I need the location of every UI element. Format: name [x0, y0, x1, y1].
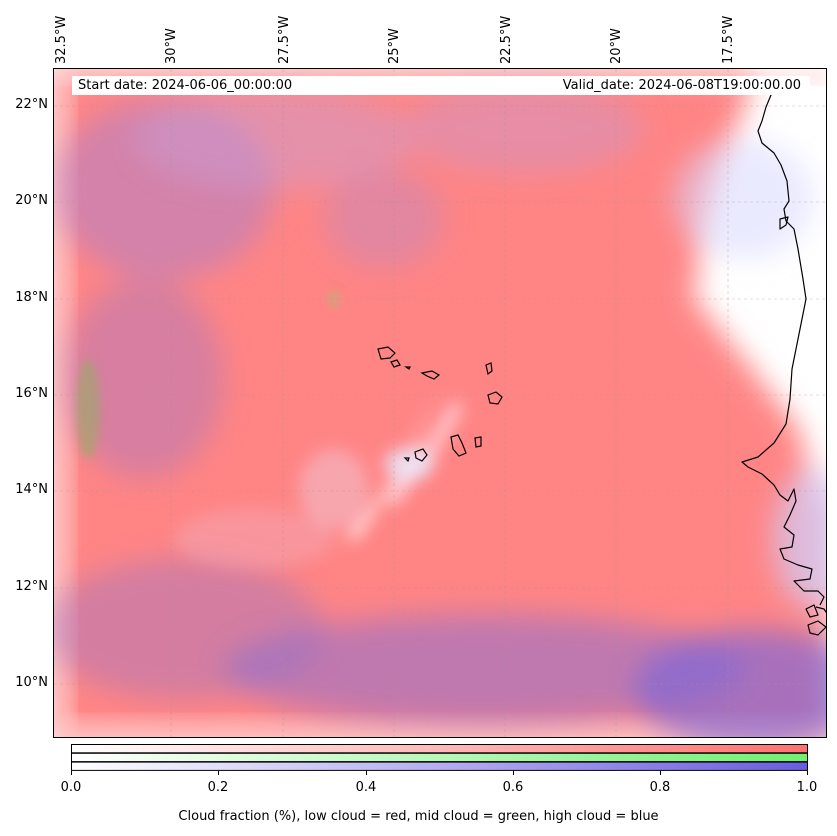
lon-label-17-5w: 17.5°W — [721, 15, 736, 64]
lon-label-20w: 20°W — [609, 28, 624, 64]
colorbar-tickmark-0 — [71, 771, 72, 775]
colorbar-tick-5: 1.0 — [796, 780, 818, 795]
colorbar-tickmark-5 — [807, 771, 808, 775]
lat-label-16n: 16°N — [15, 386, 48, 401]
cape-verde-islands — [377, 346, 503, 463]
lon-label-25w: 25°W — [387, 28, 402, 64]
colorbar-mid-cloud-band — [71, 752, 808, 763]
lat-label-22n: 22°N — [15, 97, 48, 112]
island-boa-vista — [487, 391, 503, 405]
map-canvas — [54, 69, 826, 737]
island-santa-luzia — [404, 366, 411, 370]
gridlines — [54, 69, 826, 737]
colorbar-tick-0: 0.0 — [60, 780, 82, 795]
coastline-inlet-3 — [807, 620, 826, 636]
lat-label-20n: 20°N — [15, 193, 48, 208]
coastline-main — [741, 82, 825, 606]
island-sao-nicolau — [420, 370, 441, 380]
colorbar-label: Cloud fraction (%), low cloud = red, mid… — [178, 809, 659, 824]
island-sal — [485, 362, 493, 376]
island-brava — [403, 457, 410, 463]
lon-label-27-5w: 27.5°W — [277, 15, 292, 64]
coastline-inlet-4 — [815, 606, 826, 614]
colorbar-tick-1: 0.2 — [207, 780, 229, 795]
lon-label-32-5w: 32.5°W — [54, 15, 69, 64]
lat-label-18n: 18°N — [15, 290, 48, 305]
africa-coastline — [741, 82, 826, 636]
colorbar-tick-4: 0.8 — [649, 780, 671, 795]
island-fogo — [414, 448, 428, 462]
island-santo-antao — [377, 346, 396, 360]
cloud-fraction-map[interactable] — [53, 68, 827, 738]
island-sao-vicente — [390, 359, 401, 368]
lat-label-12n: 12°N — [15, 579, 48, 594]
lat-label-14n: 14°N — [15, 482, 48, 497]
start-date-label: Start date: 2024-06-06_00:00:00 — [78, 78, 293, 93]
map-info-bar: Start date: 2024-06-06_00:00:00 Valid_da… — [72, 76, 810, 95]
lat-label-10n: 10°N — [15, 675, 48, 690]
colorbar — [71, 744, 808, 771]
lon-label-22-5w: 22.5°W — [499, 15, 514, 64]
island-santiago — [450, 434, 467, 457]
colorbar-tickmark-3 — [513, 771, 514, 775]
colorbar-tick-2: 0.4 — [355, 780, 377, 795]
coastline-inlet-1 — [779, 216, 789, 230]
colorbar-tickmark-2 — [366, 771, 367, 775]
colorbar-tickmark-4 — [660, 771, 661, 775]
valid-date-label: Valid_date: 2024-06-08T19:00:00.00 — [562, 78, 801, 93]
colorbar-tick-3: 0.6 — [502, 780, 524, 795]
island-maio — [474, 436, 482, 448]
colorbar-high-cloud-band — [71, 761, 808, 771]
coastline-inlet-2 — [805, 604, 819, 618]
clear-streaks — [174, 369, 464, 569]
lon-label-30w: 30°W — [164, 28, 179, 64]
colorbar-tickmark-1 — [218, 771, 219, 775]
colorbar-low-cloud-band — [71, 744, 808, 754]
mid-cloud-layer — [76, 289, 340, 459]
high-cloud-layer — [54, 84, 826, 737]
